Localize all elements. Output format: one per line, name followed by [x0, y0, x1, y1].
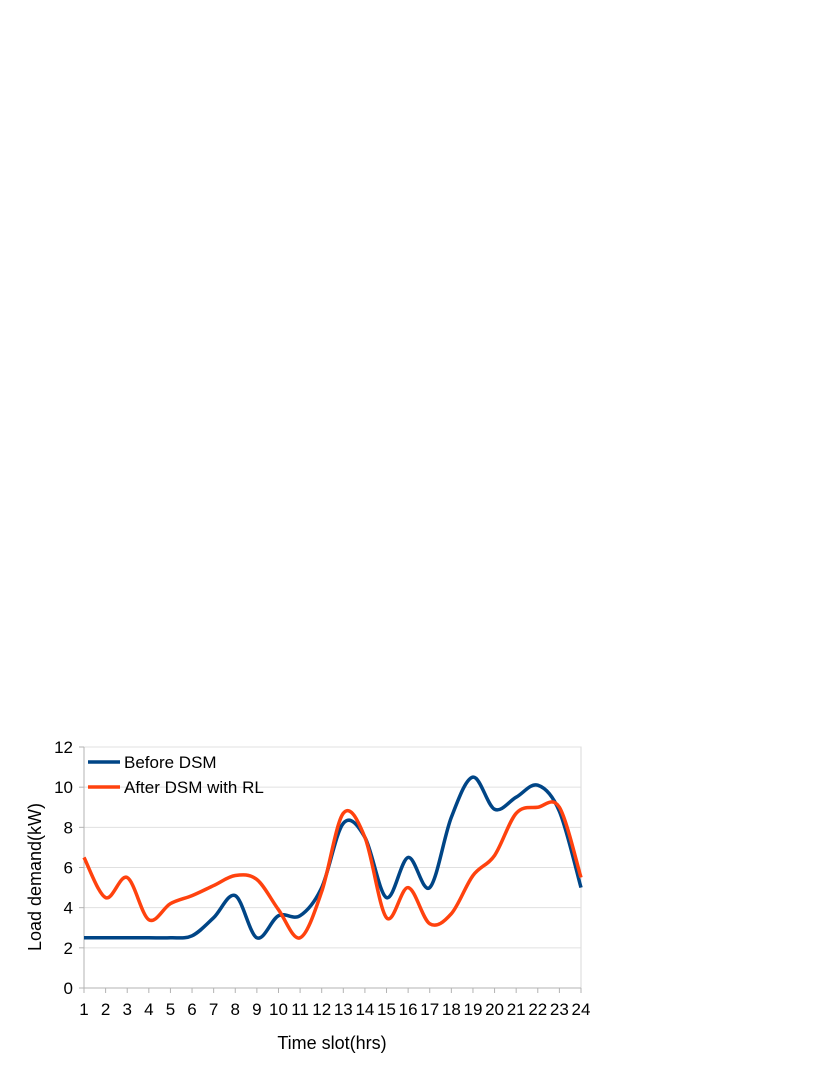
x-tick-label: 1 — [79, 1000, 88, 1019]
x-tick-label: 22 — [528, 1000, 547, 1019]
x-tick-label: 8 — [231, 1000, 240, 1019]
x-tick-label: 6 — [187, 1000, 196, 1019]
x-tick-label: 14 — [355, 1000, 374, 1019]
x-tick-label: 17 — [420, 1000, 439, 1019]
x-tick-label: 11 — [291, 1000, 309, 1019]
x-tick-label: 12 — [312, 1000, 331, 1019]
y-tick-label: 8 — [64, 818, 73, 837]
x-tick-label: 13 — [334, 1000, 353, 1019]
x-tick-label: 10 — [269, 1000, 288, 1019]
x-tick-label: 4 — [144, 1000, 153, 1019]
series-line-after-dsm — [82, 800, 583, 940]
y-tick-label: 2 — [64, 939, 73, 958]
y-tick-label: 4 — [64, 899, 73, 918]
x-tick-label: 21 — [507, 1000, 526, 1019]
x-tick-label: 16 — [399, 1000, 418, 1019]
x-tick-label: 15 — [377, 1000, 396, 1019]
x-tick-label: 3 — [122, 1000, 131, 1019]
x-tick-label: 2 — [101, 1000, 110, 1019]
legend-label-after-dsm: After DSM with RL — [124, 778, 264, 797]
y-tick-label: 6 — [64, 859, 73, 878]
x-tick-label: 23 — [550, 1000, 569, 1019]
axes — [79, 746, 582, 993]
x-tick-label: 5 — [166, 1000, 175, 1019]
x-axis-title: Time slot(hrs) — [277, 1033, 386, 1053]
x-tick-label: 18 — [442, 1000, 461, 1019]
y-tick-label: 0 — [64, 979, 73, 998]
series-lines — [82, 775, 583, 940]
x-tick-label: 7 — [209, 1000, 218, 1019]
x-tick-label: 19 — [463, 1000, 482, 1019]
legend-label-before-dsm: Before DSM — [124, 753, 217, 772]
legend: Before DSM After DSM with RL — [88, 753, 264, 797]
x-tick-label: 24 — [572, 1000, 591, 1019]
y-tick-label: 12 — [54, 738, 73, 757]
y-tick-label: 10 — [54, 778, 73, 797]
x-tick-label: 9 — [252, 1000, 261, 1019]
y-axis-title: Load demand(kW) — [25, 803, 45, 951]
x-tick-label: 20 — [485, 1000, 504, 1019]
